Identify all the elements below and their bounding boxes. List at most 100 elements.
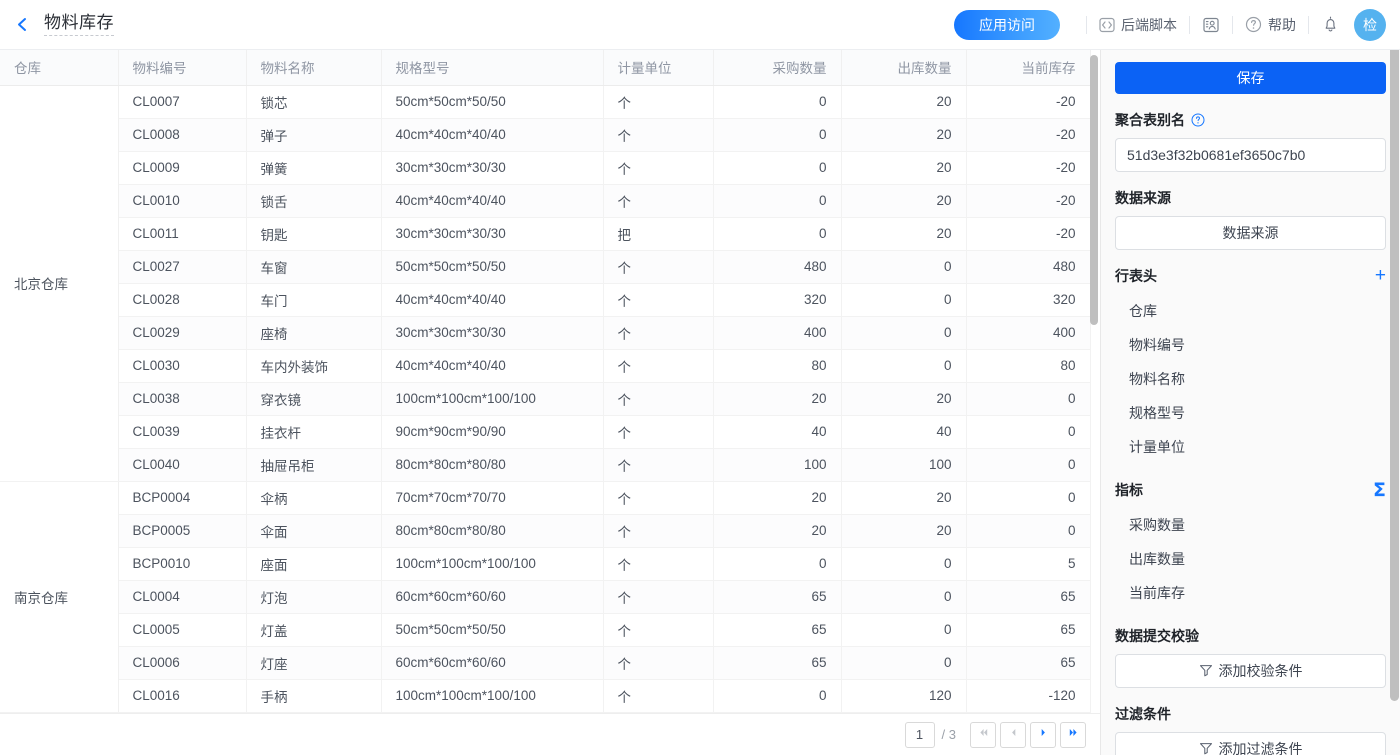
cell-name[interactable]: 伞面	[246, 514, 382, 548]
alias-input[interactable]	[1115, 138, 1386, 172]
cell-spec[interactable]: 30cm*30cm*30/30	[381, 151, 604, 185]
cell-code[interactable]: CL0010	[118, 184, 247, 218]
cell-outbound_qty[interactable]: 20	[841, 85, 967, 119]
cell-unit[interactable]: 个	[603, 448, 714, 482]
cell-spec[interactable]: 70cm*70cm*70/70	[381, 481, 604, 515]
cell-purchase_qty[interactable]: 480	[713, 250, 842, 284]
cell-unit[interactable]: 个	[603, 646, 714, 680]
cell-unit[interactable]: 个	[603, 679, 714, 713]
cell-name[interactable]: 车内外装饰	[246, 349, 382, 383]
data-source-button[interactable]: 数据来源	[1115, 216, 1386, 250]
cell-spec[interactable]: 60cm*60cm*60/60	[381, 580, 604, 614]
cell-name[interactable]: 钥匙	[246, 217, 382, 251]
cell-outbound_qty[interactable]: 0	[841, 547, 967, 581]
column-header-warehouse[interactable]: 仓库	[0, 50, 119, 86]
row-header-field-4[interactable]: 计量单位	[1129, 439, 1185, 455]
back-button[interactable]	[0, 0, 44, 50]
cell-code[interactable]: BCP0004	[118, 481, 247, 515]
cell-code[interactable]: CL0028	[118, 283, 247, 317]
table-row[interactable]: CL0008 弹子 40cm*40cm*40/40 个 0 20 -20	[0, 118, 1091, 152]
cell-name[interactable]: 弹簧	[246, 151, 382, 185]
cell-purchase_qty[interactable]: 100	[713, 448, 842, 482]
cell-outbound_qty[interactable]: 0	[841, 283, 967, 317]
table-row[interactable]: BCP0010 座面 100cm*100cm*100/100 个 0 0 5	[0, 547, 1091, 581]
cell-code[interactable]: CL0009	[118, 151, 247, 185]
table-row[interactable]: CL0039 挂衣杆 90cm*90cm*90/90 个 40 40 0	[0, 415, 1091, 449]
cell-current_stock[interactable]: 400	[966, 316, 1091, 350]
cell-purchase_qty[interactable]: 80	[713, 349, 842, 383]
cell-code[interactable]: CL0040	[118, 448, 247, 482]
cell-unit[interactable]: 个	[603, 118, 714, 152]
cell-spec[interactable]: 100cm*100cm*100/100	[381, 382, 604, 416]
avatar[interactable]: 检	[1354, 8, 1386, 41]
cell-spec[interactable]: 90cm*90cm*90/90	[381, 415, 604, 449]
table-row[interactable]: BCP0005 伞面 80cm*80cm*80/80 个 20 20 0	[0, 514, 1091, 548]
table-row[interactable]: CL0006 灯座 60cm*60cm*60/60 个 65 0 65	[0, 646, 1091, 680]
cell-spec[interactable]: 50cm*50cm*50/50	[381, 85, 604, 119]
cell-name[interactable]: 伞柄	[246, 481, 382, 515]
cell-unit[interactable]: 个	[603, 349, 714, 383]
cell-spec[interactable]: 40cm*40cm*40/40	[381, 349, 604, 383]
cell-name[interactable]: 穿衣镜	[246, 382, 382, 416]
cell-purchase_qty[interactable]: 0	[713, 547, 842, 581]
row-header-field-1[interactable]: 物料编号	[1129, 337, 1185, 353]
help-button[interactable]: 帮助	[1245, 15, 1296, 35]
column-header-purchase_qty[interactable]: 采购数量	[713, 50, 842, 86]
cell-code[interactable]: CL0004	[118, 580, 247, 614]
first-page-button[interactable]	[970, 721, 996, 748]
column-header-unit[interactable]: 计量单位	[603, 50, 714, 86]
cell-outbound_qty[interactable]: 20	[841, 184, 967, 218]
question-circle-icon[interactable]	[1191, 113, 1205, 127]
cell-outbound_qty[interactable]: 20	[841, 382, 967, 416]
cell-purchase_qty[interactable]: 0	[713, 679, 842, 713]
cell-current_stock[interactable]: -20	[966, 217, 1091, 251]
cell-code[interactable]: CL0008	[118, 118, 247, 152]
cell-purchase_qty[interactable]: 0	[713, 118, 842, 152]
cell-code[interactable]: BCP0010	[118, 547, 247, 581]
notification-button[interactable]	[1321, 15, 1340, 34]
cell-code[interactable]: CL0007	[118, 85, 247, 119]
add-filter-condition-button[interactable]: 添加过滤条件	[1115, 732, 1386, 755]
column-header-outbound_qty[interactable]: 出库数量	[841, 50, 967, 86]
cell-unit[interactable]: 个	[603, 85, 714, 119]
cell-purchase_qty[interactable]: 0	[713, 151, 842, 185]
cell-purchase_qty[interactable]: 320	[713, 283, 842, 317]
cell-name[interactable]: 锁舌	[246, 184, 382, 218]
column-header-current_stock[interactable]: 当前库存	[966, 50, 1091, 86]
table-row[interactable]: CL0040 抽屉吊柜 80cm*80cm*80/80 个 100 100 0	[0, 448, 1091, 482]
cell-name[interactable]: 座面	[246, 547, 382, 581]
cell-code[interactable]: CL0006	[118, 646, 247, 680]
cell-outbound_qty[interactable]: 20	[841, 151, 967, 185]
cell-purchase_qty[interactable]: 65	[713, 646, 842, 680]
cell-outbound_qty[interactable]: 120	[841, 679, 967, 713]
cell-outbound_qty[interactable]: 0	[841, 349, 967, 383]
cell-spec[interactable]: 40cm*40cm*40/40	[381, 283, 604, 317]
warehouse-group-cell[interactable]: 南京仓库	[0, 481, 119, 713]
cell-current_stock[interactable]: 80	[966, 349, 1091, 383]
cell-current_stock[interactable]: 65	[966, 646, 1091, 680]
cell-code[interactable]: CL0011	[118, 217, 247, 251]
next-page-button[interactable]	[1030, 721, 1056, 748]
sigma-icon[interactable]: Σ	[1373, 479, 1386, 501]
cell-outbound_qty[interactable]: 0	[841, 316, 967, 350]
cell-name[interactable]: 灯盖	[246, 613, 382, 647]
cell-name[interactable]: 手柄	[246, 679, 382, 713]
cell-outbound_qty[interactable]: 20	[841, 217, 967, 251]
cell-code[interactable]: CL0039	[118, 415, 247, 449]
cell-current_stock[interactable]: 0	[966, 415, 1091, 449]
cell-name[interactable]: 灯座	[246, 646, 382, 680]
cell-purchase_qty[interactable]: 20	[713, 481, 842, 515]
page-vertical-scrollbar[interactable]	[1390, 0, 1399, 705]
page-scrollbar-thumb[interactable]	[1390, 4, 1399, 701]
cell-spec[interactable]: 50cm*50cm*50/50	[381, 250, 604, 284]
table-row[interactable]: CL0004 灯泡 60cm*60cm*60/60 个 65 0 65	[0, 580, 1091, 614]
cell-outbound_qty[interactable]: 0	[841, 580, 967, 614]
cell-name[interactable]: 座椅	[246, 316, 382, 350]
cell-outbound_qty[interactable]: 0	[841, 250, 967, 284]
cell-outbound_qty[interactable]: 20	[841, 514, 967, 548]
cell-current_stock[interactable]: -20	[966, 151, 1091, 185]
cell-spec[interactable]: 100cm*100cm*100/100	[381, 679, 604, 713]
cell-unit[interactable]: 个	[603, 151, 714, 185]
backend-script-button[interactable]: 后端脚本	[1099, 15, 1177, 35]
cell-spec[interactable]: 80cm*80cm*80/80	[381, 448, 604, 482]
